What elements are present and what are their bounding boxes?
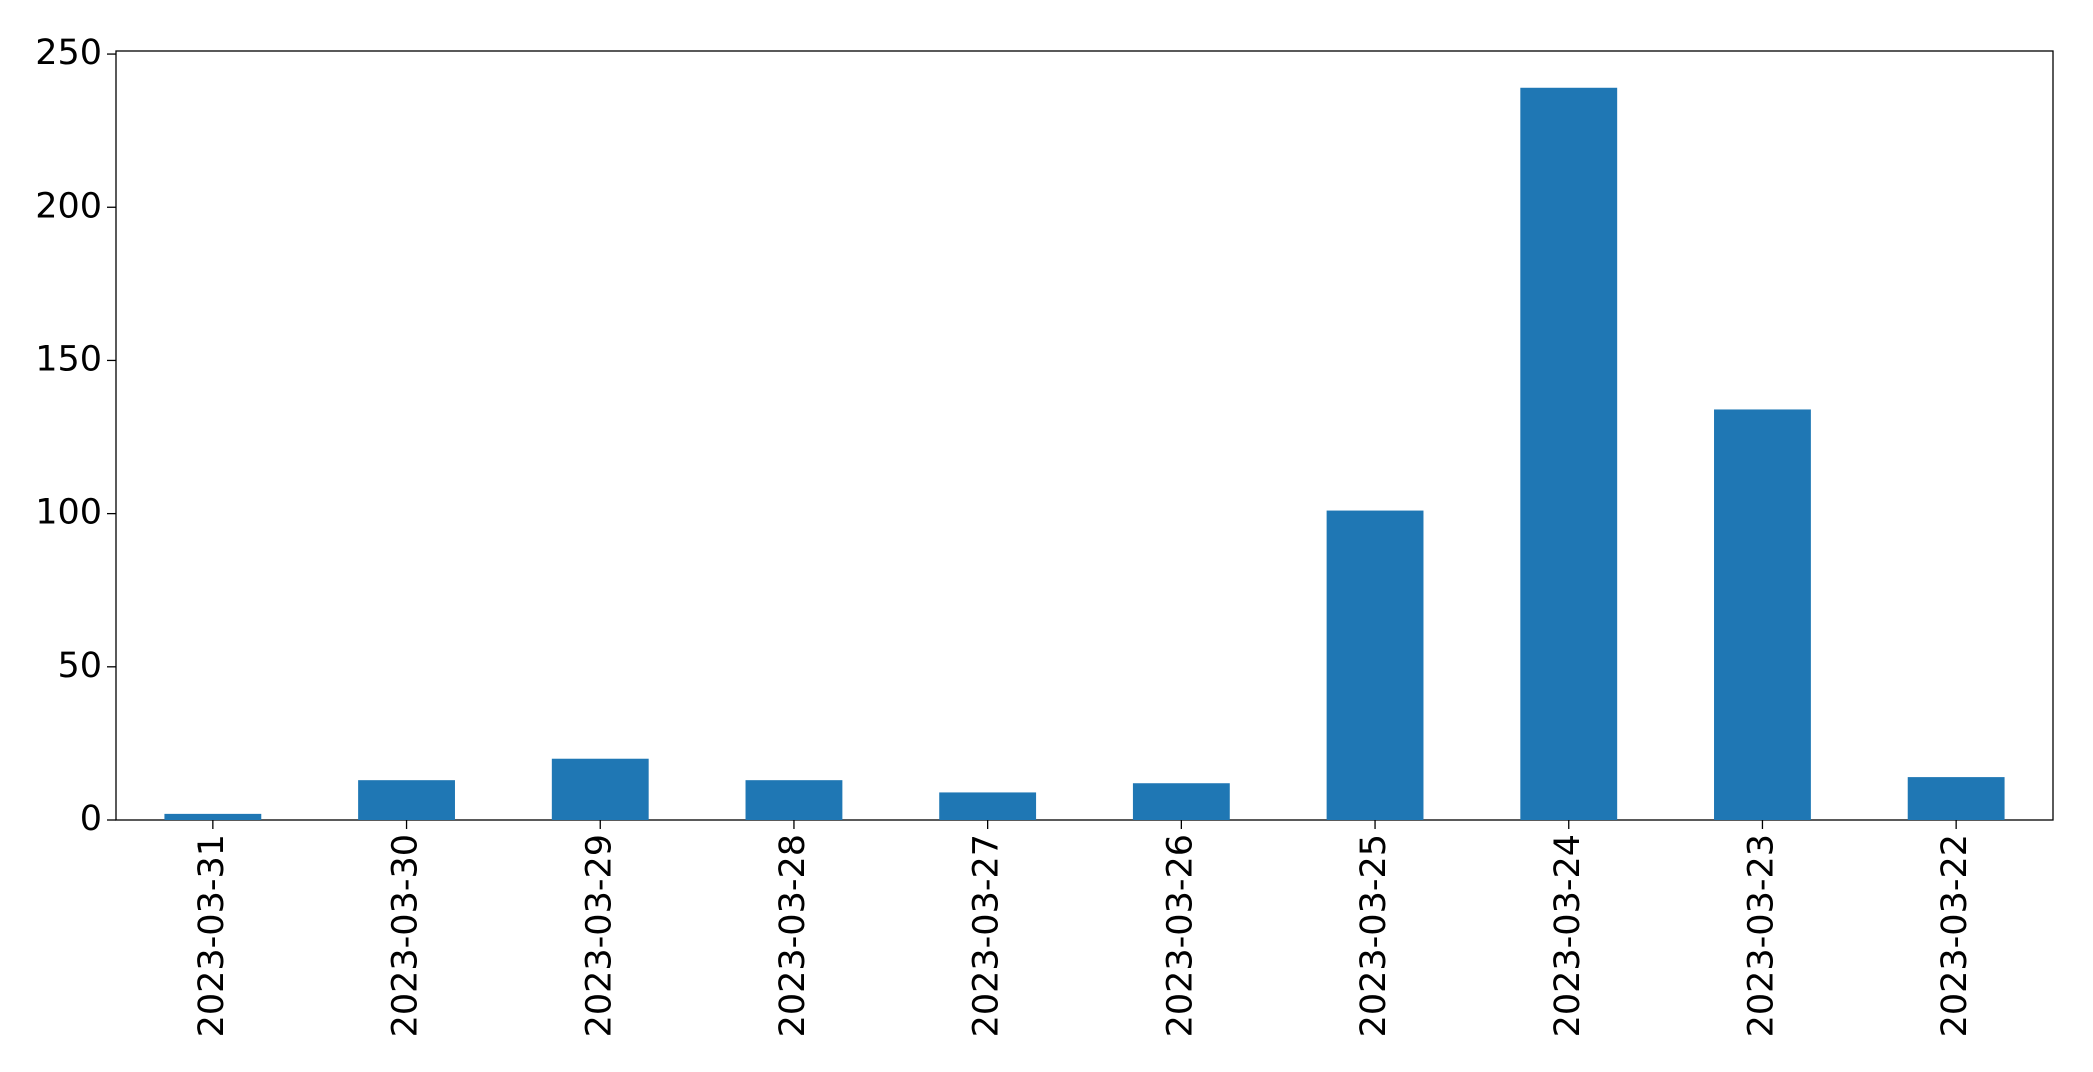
bar [745, 780, 843, 820]
y-tick-label: 200 [35, 186, 102, 226]
bar [164, 813, 262, 820]
bar [1714, 409, 1811, 820]
x-tick-label: 2023-03-27 [967, 834, 1007, 1037]
bar [1326, 510, 1424, 820]
x-tick-label: 2023-03-23 [1741, 834, 1781, 1037]
x-tick-label: 2023-03-30 [386, 834, 426, 1037]
x-tick-label: 2023-03-25 [1354, 834, 1394, 1037]
y-tick-label: 50 [57, 646, 102, 686]
x-tick-label: 2023-03-29 [579, 834, 619, 1037]
y-tick-label: 100 [35, 493, 102, 533]
bar [1907, 777, 2005, 820]
bar [551, 758, 649, 820]
y-tick-label: 0 [80, 799, 102, 839]
bar [1132, 783, 1230, 820]
x-tick-label: 2023-03-22 [1935, 834, 1975, 1037]
y-tick-label: 250 [35, 33, 102, 73]
x-tick-label: 2023-03-28 [773, 834, 813, 1037]
x-tick-label: 2023-03-26 [1160, 834, 1200, 1037]
x-tick-label: 2023-03-24 [1548, 834, 1588, 1037]
plot-frame [115, 50, 2054, 821]
bar [358, 780, 455, 820]
bar [939, 792, 1037, 820]
y-tick-label: 150 [35, 339, 102, 379]
bar [1520, 87, 1618, 820]
x-tick-label: 2023-03-31 [192, 834, 232, 1037]
